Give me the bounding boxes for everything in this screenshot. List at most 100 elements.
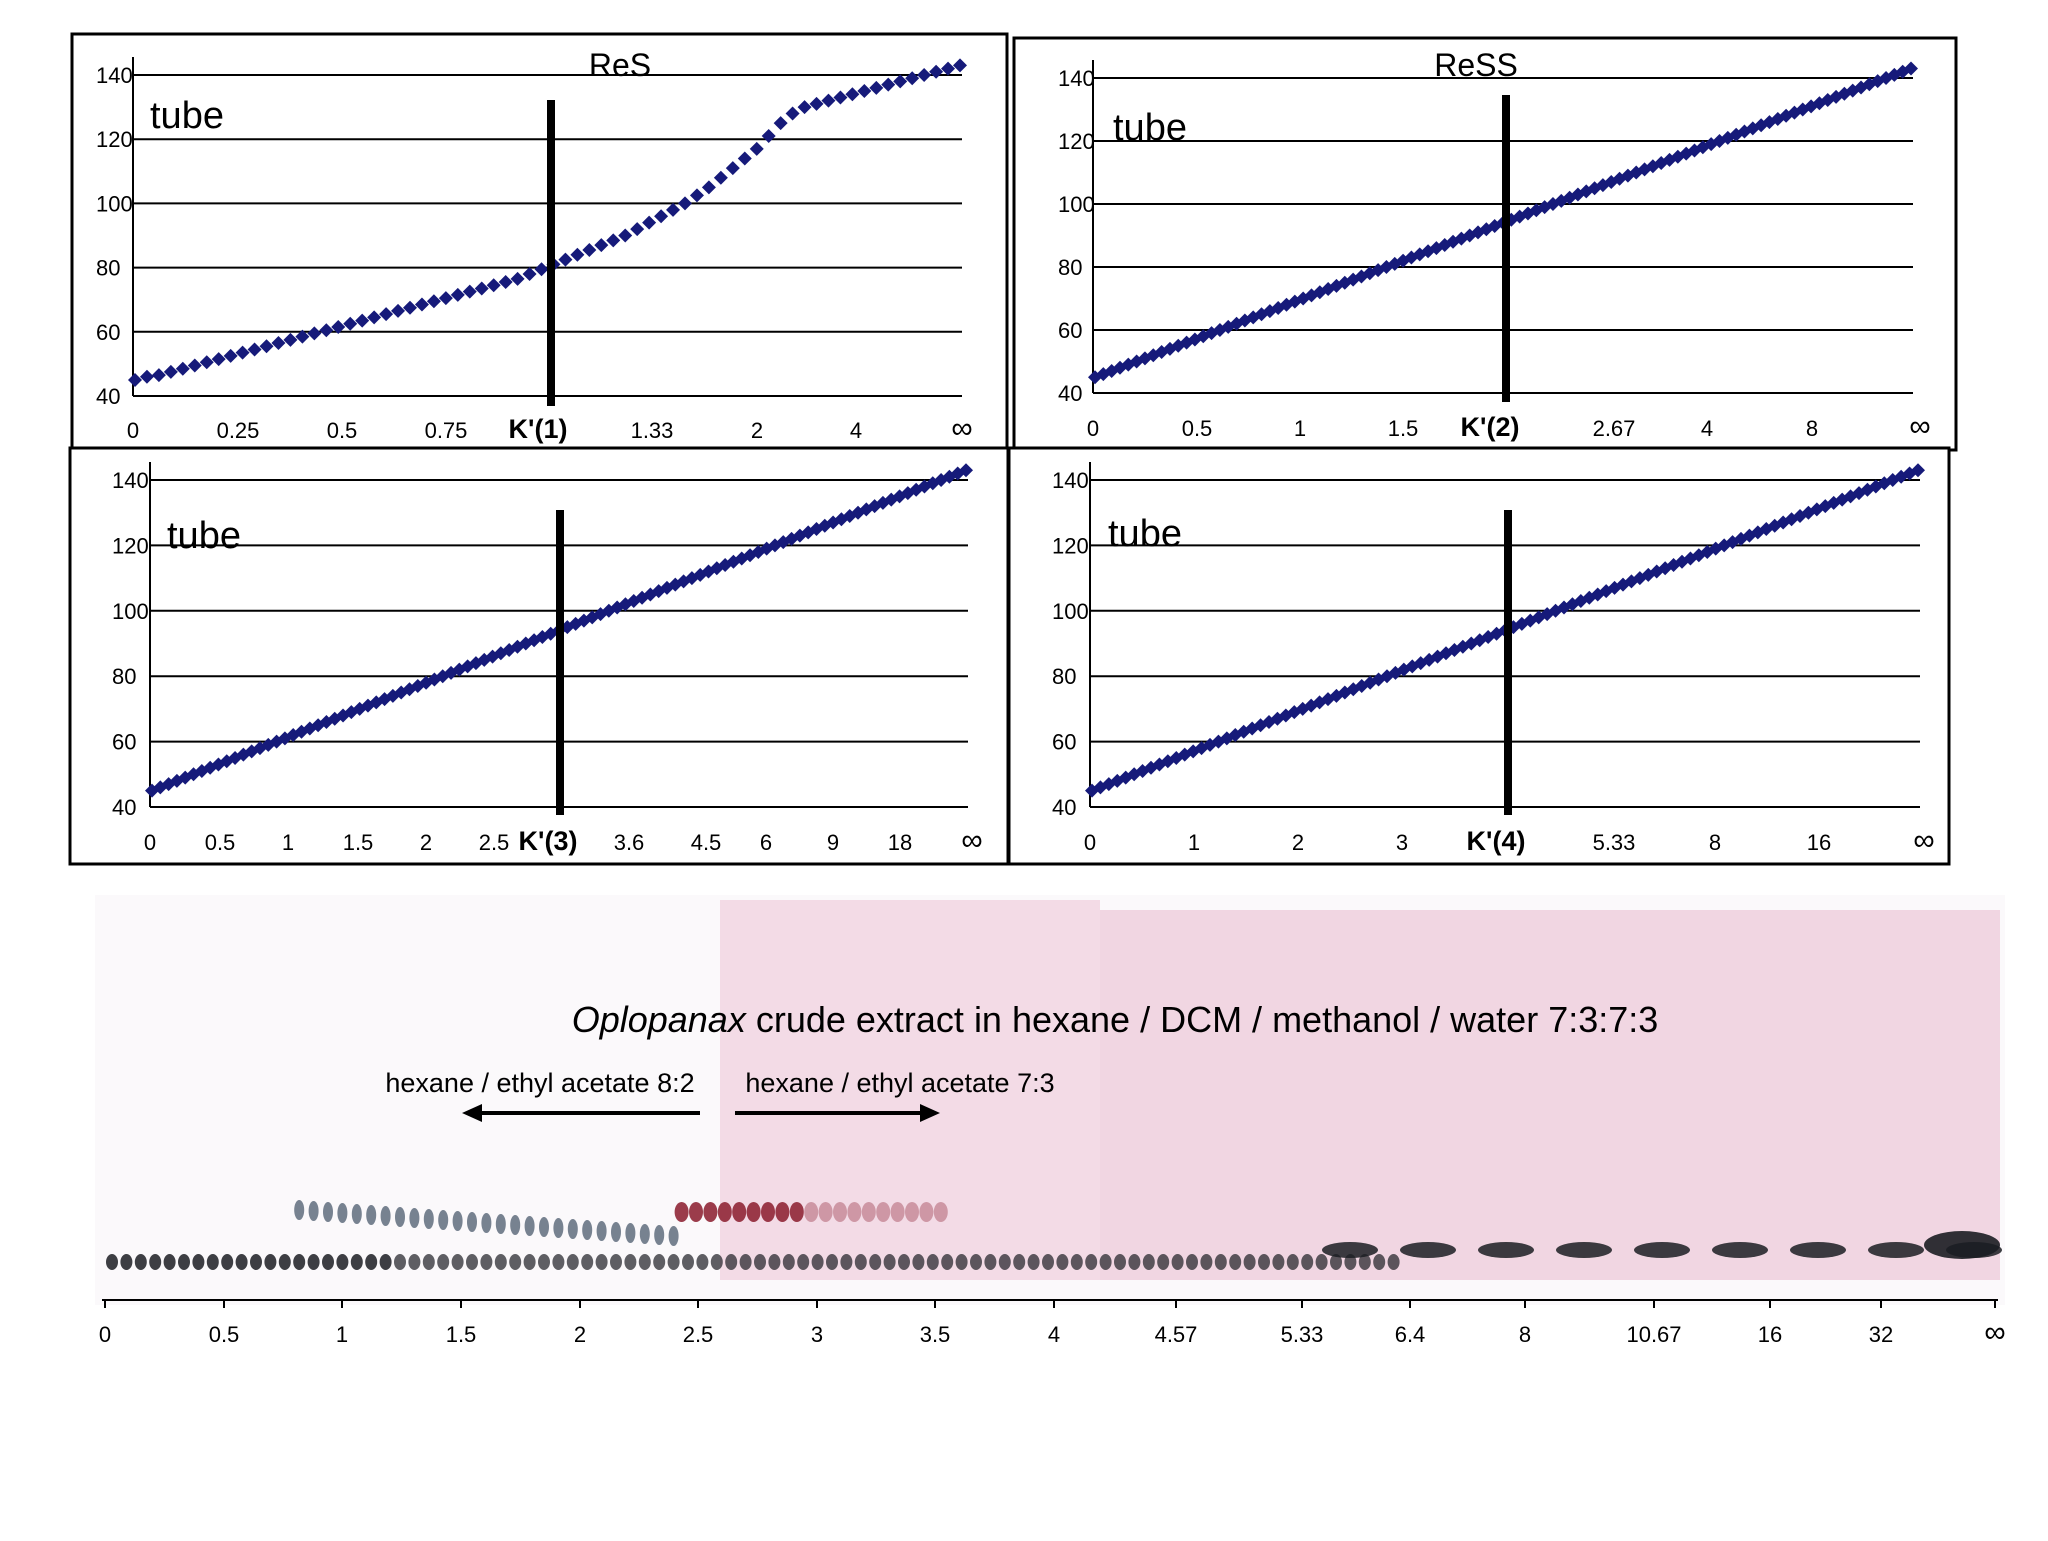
- tlc-spot: [394, 1254, 406, 1270]
- tlc-spot: [192, 1254, 205, 1270]
- tlc-axis-label: 8: [1519, 1322, 1531, 1347]
- data-point: [881, 77, 896, 92]
- tlc-spot: [566, 1254, 579, 1270]
- data-point: [845, 87, 860, 102]
- tlc-spot: [1243, 1254, 1256, 1270]
- tlc-spot: [905, 1202, 919, 1222]
- y-axis-label: tube: [150, 95, 224, 137]
- tlc-spot: [998, 1254, 1011, 1270]
- tlc-spot: [898, 1254, 910, 1270]
- x-tick-label: 2.5: [479, 830, 510, 855]
- x-tick-label: 4: [1701, 416, 1713, 441]
- tlc-spot: [840, 1254, 853, 1270]
- tlc-spot: [1790, 1242, 1846, 1258]
- tlc-spot: [883, 1254, 896, 1270]
- data-point: [773, 116, 788, 131]
- tlc-spot: [941, 1254, 954, 1270]
- data-point: [355, 313, 370, 328]
- tlc-spot: [409, 1208, 420, 1228]
- tlc-spot: [1099, 1254, 1112, 1270]
- x-tick-label: 0.75: [425, 418, 468, 443]
- data-point: [713, 170, 728, 185]
- tlc-spot: [1114, 1254, 1126, 1270]
- tlc-spot: [178, 1254, 190, 1270]
- y-tick-label: 40: [1058, 381, 1082, 406]
- tlc-spot: [322, 1254, 334, 1270]
- tlc-spot: [890, 1202, 905, 1222]
- tlc-spot: [466, 1254, 478, 1270]
- tlc-spot: [1214, 1254, 1227, 1270]
- tlc-spot: [351, 1204, 362, 1224]
- tlc-spot: [746, 1202, 761, 1222]
- tlc-spot: [408, 1254, 421, 1270]
- tlc-axis-label: 3: [811, 1322, 823, 1347]
- tlc-spot: [437, 1254, 450, 1270]
- tlc-spot: [1322, 1242, 1378, 1258]
- y-tick-label: 80: [96, 256, 120, 281]
- x-tick-label: ∞: [951, 412, 972, 445]
- tlc-spot: [1142, 1254, 1155, 1270]
- tlc-spot: [336, 1254, 349, 1270]
- x-tick-label: 8: [1709, 830, 1721, 855]
- data-point: [917, 68, 932, 82]
- tlc-spot: [1373, 1254, 1386, 1270]
- tlc-spot: [307, 1254, 320, 1270]
- tlc-spot: [1924, 1231, 2000, 1259]
- tlc-spot: [654, 1225, 665, 1245]
- data-point: [283, 332, 298, 347]
- data-point: [223, 348, 238, 363]
- tlc-spot: [804, 1202, 819, 1222]
- tlc-spot: [833, 1202, 847, 1222]
- tlc-spot: [323, 1202, 333, 1222]
- data-point: [450, 287, 465, 302]
- data-point: [426, 294, 441, 309]
- x-tick-label: 0.25: [217, 418, 260, 443]
- tlc-spot: [1868, 1242, 1924, 1258]
- tlc-spot: [739, 1254, 752, 1270]
- data-point: [438, 291, 453, 306]
- data-point: [857, 84, 872, 99]
- x-tick-label: 4.5: [691, 830, 722, 855]
- data-point: [842, 508, 857, 523]
- tlc-axis-label: 4: [1048, 1322, 1060, 1347]
- tlc-spot: [912, 1254, 925, 1270]
- data-point: [941, 61, 956, 76]
- x-tick-label: ∞: [1913, 824, 1934, 857]
- tlc-spot: [539, 1217, 549, 1237]
- data-point: [462, 284, 477, 299]
- x-tick-label: 6: [760, 830, 772, 855]
- tlc-spot: [1358, 1254, 1371, 1270]
- tlc-spot: [754, 1254, 766, 1270]
- tlc-axis-label: 3.5: [920, 1322, 951, 1347]
- data-point: [343, 316, 358, 331]
- tlc-axis-label: 16: [1758, 1322, 1782, 1347]
- k-prime-label: K'(1): [509, 414, 568, 444]
- x-tick-label: ∞: [1909, 410, 1930, 443]
- data-point: [271, 336, 286, 351]
- tlc-spot: [703, 1202, 718, 1222]
- chart-title: ReS: [589, 47, 651, 83]
- tlc-spot: [1200, 1254, 1213, 1270]
- right-eluent-label: hexane / ethyl acetate 7:3: [745, 1068, 1054, 1098]
- chart-frame: [70, 32, 1009, 450]
- tlc-spot: [423, 1209, 434, 1229]
- data-point: [474, 281, 489, 296]
- x-tick-label: 0: [1084, 830, 1096, 855]
- data-point: [1904, 61, 1918, 76]
- data-point: [151, 368, 166, 383]
- chart-panel-3: 40 60 80 100 120 140 0 0.5 1 1.5 2 2.5 K'(3) 3.6 4.5 6 9…: [68, 446, 1010, 866]
- tlc-spot: [789, 1202, 804, 1222]
- y-tick-label: 40: [96, 384, 120, 409]
- tlc-spot: [235, 1254, 248, 1270]
- data-point: [570, 247, 585, 262]
- tlc-axis-label: 10.67: [1626, 1322, 1681, 1347]
- tlc-axis-label: 1.5: [446, 1322, 477, 1347]
- data-point: [414, 297, 429, 312]
- tlc-spot: [818, 1202, 833, 1222]
- tlc-spot: [1344, 1254, 1357, 1270]
- y-tick-label: 80: [1052, 664, 1076, 689]
- data-point: [379, 307, 394, 322]
- data-point: [953, 58, 967, 73]
- data-point: [761, 128, 776, 143]
- tlc-spot: [624, 1254, 637, 1270]
